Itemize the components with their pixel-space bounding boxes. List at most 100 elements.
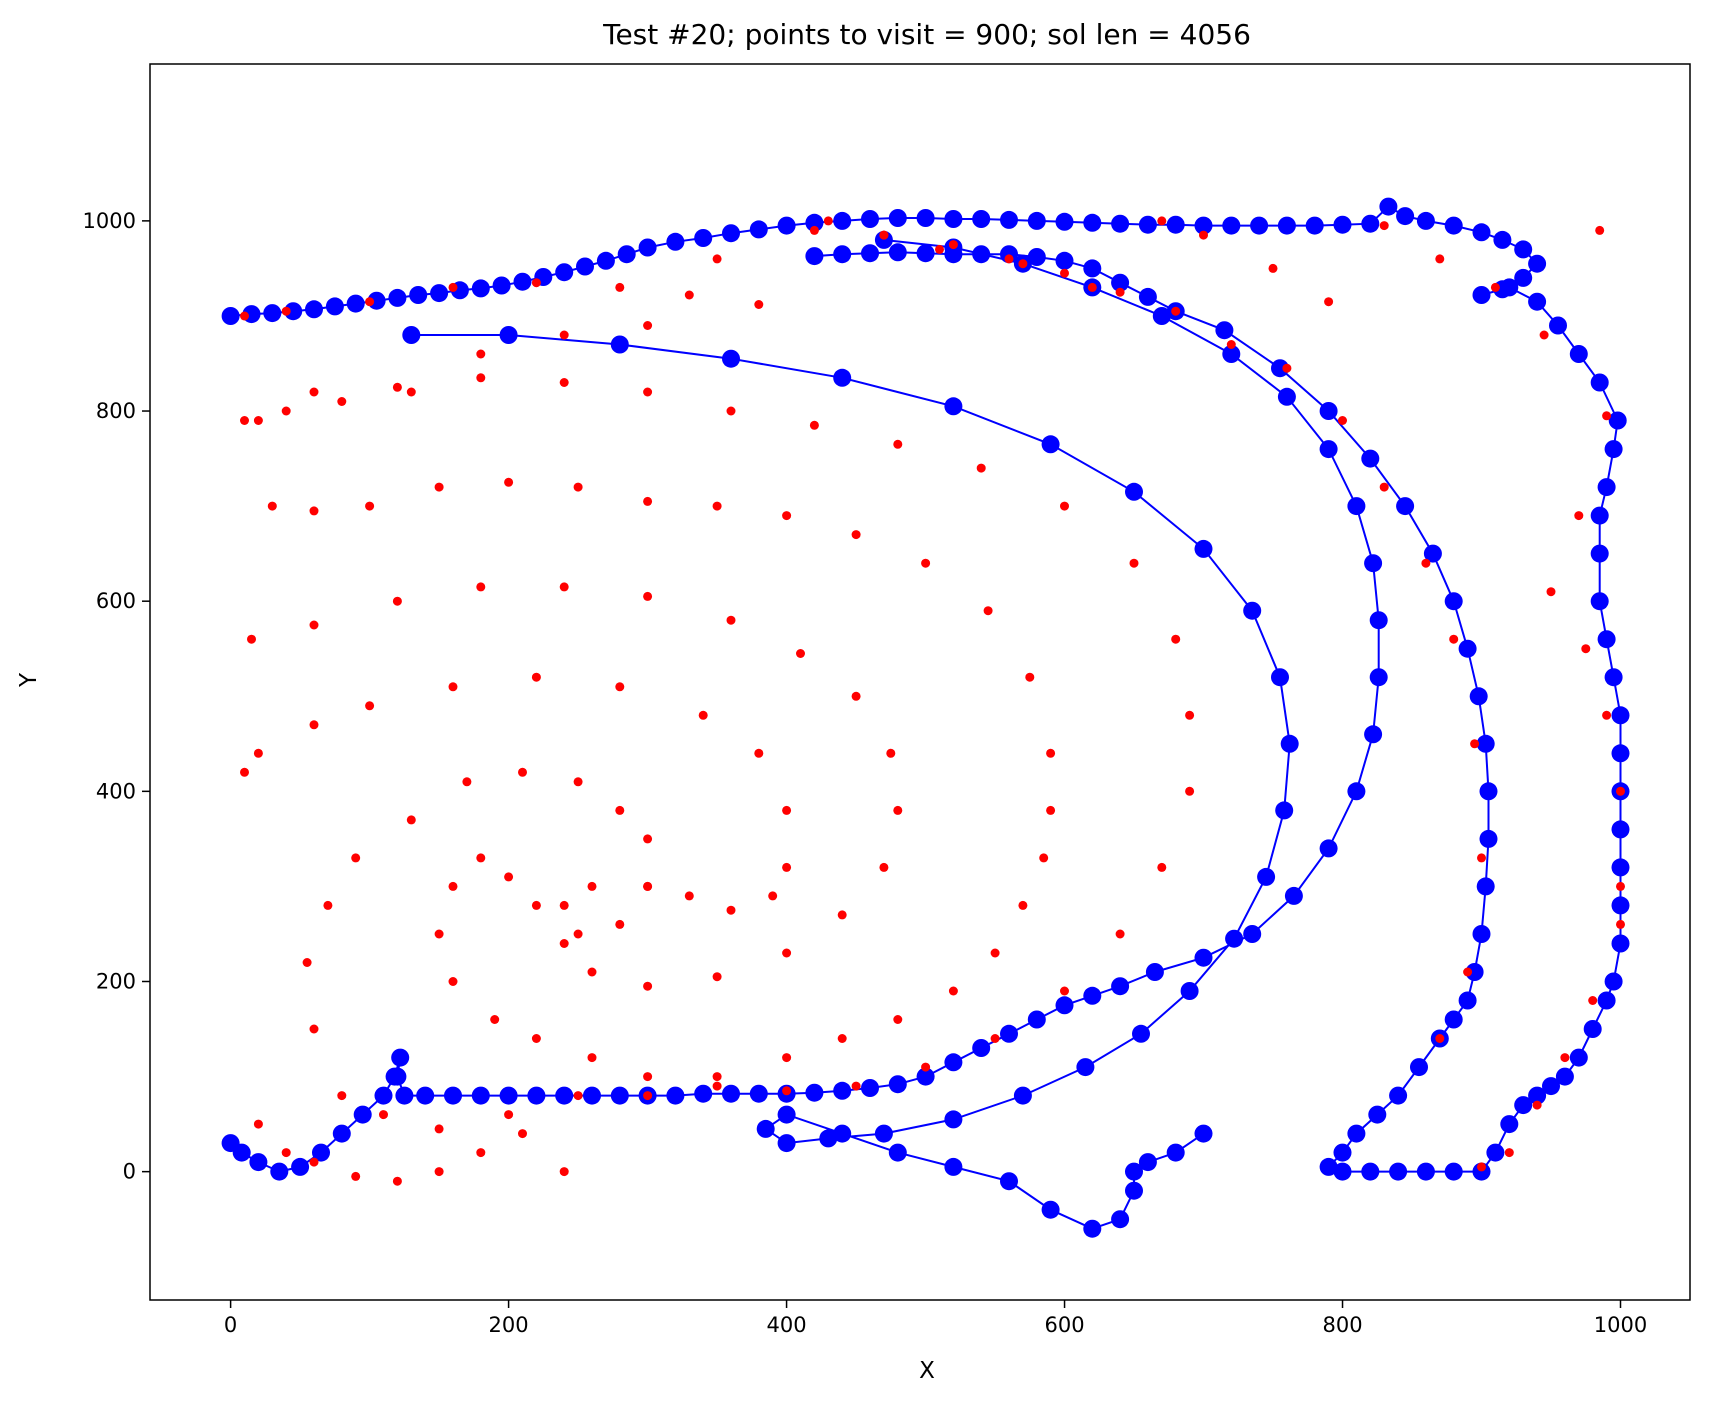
visit-point-59 — [253, 416, 263, 425]
visit-point-110 — [587, 1053, 597, 1063]
visit-point-135 — [247, 634, 256, 644]
visit-point-39 — [1449, 634, 1459, 644]
visit-point-121 — [1185, 710, 1195, 720]
visit-point-165 — [448, 682, 458, 692]
route-point-61 — [1569, 345, 1588, 363]
route-point-108 — [1476, 734, 1495, 753]
visit-point-137 — [392, 596, 402, 606]
visit-point-40 — [1421, 558, 1431, 568]
visit-point-28 — [1616, 881, 1625, 891]
route-point-18 — [1013, 1086, 1032, 1105]
route-point-25 — [944, 1053, 963, 1072]
visit-point-25 — [1581, 644, 1591, 654]
visit-point-15 — [1268, 263, 1278, 273]
visit-point-76 — [1018, 900, 1028, 910]
route-point-112 — [1423, 544, 1442, 563]
route-point-52 — [312, 1143, 330, 1162]
route-point-113 — [1396, 497, 1415, 516]
visit-point-22 — [1602, 411, 1612, 421]
visit-point-69 — [851, 530, 861, 540]
route-point-66 — [1590, 506, 1609, 525]
visit-point-95 — [518, 767, 527, 777]
route-point-27 — [833, 211, 852, 230]
visit-point-10 — [948, 240, 958, 250]
visit-point-115 — [921, 1062, 931, 1072]
route-point-93 — [1333, 1162, 1352, 1181]
route-point-45 — [395, 1086, 414, 1105]
route-point-59 — [1528, 292, 1547, 311]
visit-point-11 — [1018, 259, 1028, 269]
route-point-27 — [944, 1157, 963, 1176]
route-point-41 — [499, 1086, 518, 1105]
visit-point-158 — [768, 891, 778, 901]
series-visits — [240, 216, 1625, 1186]
visit-point-98 — [643, 834, 653, 844]
visit-point-157 — [726, 905, 736, 915]
route-point-55 — [249, 1153, 268, 1172]
route-point-65 — [1597, 478, 1616, 497]
route-point-13 — [1257, 867, 1276, 886]
visit-point-116 — [990, 1034, 1000, 1043]
x-tick-label-600: 600 — [1045, 1313, 1085, 1337]
route-point-15 — [1284, 886, 1303, 905]
visit-point-123 — [1129, 558, 1139, 568]
visit-point-153 — [559, 900, 569, 910]
visit-point-118 — [1115, 929, 1125, 939]
route-point-47 — [1379, 197, 1398, 216]
visit-point-18 — [1435, 254, 1445, 264]
route-point-50 — [353, 1105, 372, 1124]
visit-point-57 — [337, 397, 347, 406]
visit-point-16 — [1324, 297, 1334, 307]
route-point-22 — [694, 229, 713, 247]
route-point-115 — [1319, 402, 1338, 420]
route-point-14 — [1319, 839, 1338, 858]
visit-point-172 — [309, 1157, 319, 1167]
route-point-13 — [492, 276, 511, 295]
visit-point-136 — [309, 620, 319, 630]
visit-point-156 — [684, 891, 694, 901]
route-point-28 — [861, 1079, 879, 1097]
plot-frame — [149, 63, 1691, 1301]
route-point-127 — [916, 244, 935, 263]
route-point-117 — [1215, 321, 1234, 340]
route-point-85 — [1514, 1096, 1533, 1115]
route-point-102 — [1458, 991, 1477, 1010]
route-point-37 — [610, 1086, 629, 1105]
visit-point-167 — [309, 720, 319, 730]
visit-point-27 — [1616, 786, 1625, 796]
x-tick-label-400: 400 — [767, 1313, 807, 1337]
route-point-20 — [638, 238, 657, 257]
route-point-32 — [1125, 1181, 1143, 1200]
visit-point-139 — [559, 582, 569, 592]
visit-point-73 — [1046, 748, 1056, 758]
visit-point-78 — [948, 986, 958, 996]
route-point-38 — [583, 1086, 601, 1105]
visit-point-178 — [559, 1167, 569, 1177]
route-point-22 — [777, 1134, 796, 1153]
x-tick-label-200: 200 — [489, 1313, 529, 1337]
route-point-3 — [722, 349, 740, 368]
visit-point-80 — [837, 1034, 847, 1043]
route-point-31 — [1111, 1210, 1130, 1229]
route-point-49 — [374, 1086, 393, 1105]
visit-point-132 — [392, 382, 402, 392]
visit-point-68 — [782, 511, 792, 521]
visit-point-88 — [337, 1091, 347, 1101]
route-point-87 — [1486, 1143, 1505, 1162]
route-point-47 — [391, 1048, 410, 1067]
visit-point-24 — [1546, 587, 1556, 597]
route-point-81 — [1569, 1048, 1588, 1067]
route-point-89 — [1444, 1162, 1463, 1181]
visit-point-4 — [531, 278, 541, 288]
route-point-30 — [916, 209, 935, 227]
route-point-34 — [1027, 211, 1046, 230]
visit-point-152 — [559, 939, 569, 948]
route-point-58 — [1500, 278, 1519, 297]
visit-point-66 — [643, 496, 653, 506]
route-point-24 — [749, 220, 768, 239]
visit-point-117 — [1060, 986, 1069, 996]
visit-point-2 — [365, 297, 375, 307]
visit-point-162 — [698, 710, 708, 720]
route-point-4 — [833, 368, 852, 387]
route-point-34 — [694, 1084, 713, 1103]
